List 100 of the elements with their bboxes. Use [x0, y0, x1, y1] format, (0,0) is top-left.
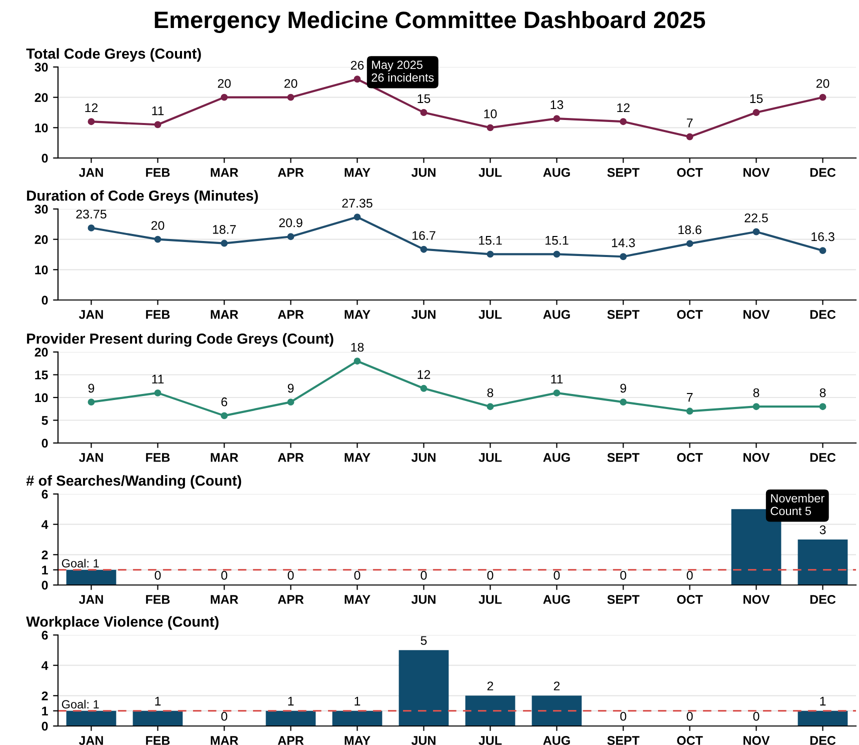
- y-tick-label: 30: [34, 62, 48, 72]
- text: 0: [620, 570, 626, 580]
- data-label: 15: [750, 94, 763, 104]
- x-tick-label: FEB: [146, 736, 170, 745]
- x-tick-label: JUN: [411, 453, 436, 462]
- data-label: 15.1: [546, 236, 568, 245]
- data-label: 8: [753, 388, 760, 398]
- y-tick-label: 4: [42, 520, 48, 529]
- point: [354, 76, 361, 83]
- x-tick-label: OCT: [677, 453, 703, 462]
- x-tick-label: DEC: [810, 736, 836, 745]
- text: 1: [155, 696, 161, 706]
- point: [220, 240, 228, 247]
- data-label: 20: [218, 79, 231, 88]
- x-tick-label: FEB: [146, 453, 170, 462]
- point: [420, 109, 428, 116]
- x-tick-label: SEPT: [607, 168, 640, 177]
- text: 0: [686, 712, 693, 721]
- x-tick-label: JUN: [411, 595, 436, 604]
- text: 0: [420, 570, 427, 580]
- chart-subtitle: Duration of Code Greys (Minutes): [27, 190, 258, 204]
- data-label: 8: [487, 388, 494, 398]
- bar: [798, 710, 848, 726]
- point: [620, 398, 627, 406]
- chart-subtitle: # of Searches/Wanding (Count): [26, 475, 242, 489]
- data-label: 9: [288, 384, 294, 393]
- point: [420, 246, 428, 253]
- x-tick-label: JUN: [411, 310, 436, 319]
- point: [819, 403, 826, 410]
- y-tick-label: 1: [42, 566, 48, 574]
- y-tick-label: 0: [42, 438, 48, 448]
- text: 1: [354, 696, 360, 706]
- x-tick-label: DEC: [810, 453, 836, 462]
- y-tick-label: 0: [42, 296, 48, 305]
- x-tick-label: DEC: [810, 168, 836, 177]
- annotation: May 2025 26 incidents: [372, 60, 434, 82]
- text: 3: [820, 525, 826, 534]
- text: 0: [753, 712, 760, 721]
- text: 2: [554, 682, 560, 690]
- y-tick-label: 20: [34, 93, 48, 102]
- x-tick-label: FEB: [146, 310, 170, 319]
- x-tick-label: DEC: [810, 595, 836, 604]
- data-label: 18: [351, 342, 364, 352]
- data-label: 18.7: [213, 225, 236, 234]
- x-tick-label: JUN: [411, 736, 436, 745]
- data-label: 9: [88, 384, 94, 393]
- x-tick-label: AUG: [543, 736, 570, 745]
- y-tick-label: 5: [42, 416, 48, 425]
- x-tick-label: NOV: [744, 736, 770, 745]
- bar: [798, 540, 848, 585]
- data-label: 20: [151, 221, 164, 230]
- point: [620, 253, 627, 260]
- x-tick-label: SEPT: [607, 310, 640, 319]
- y-tick-label: 2: [42, 550, 48, 560]
- x-tick-label: APR: [278, 736, 304, 745]
- point: [287, 398, 294, 406]
- y-tick-label: 0: [42, 580, 48, 590]
- chart-subtitle: Workplace Violence (Count): [26, 616, 218, 630]
- y-tick-label: 1: [42, 706, 48, 716]
- data-label: 12: [418, 370, 430, 379]
- x-tick-label: MAY: [344, 595, 370, 604]
- x-tick-label: OCT: [677, 310, 703, 319]
- data-label: 8: [820, 388, 826, 398]
- x-tick-label: OCT: [677, 168, 703, 177]
- text: 0: [288, 570, 294, 580]
- point: [220, 94, 228, 101]
- bar: [266, 710, 316, 726]
- x-tick-label: MAR: [210, 595, 238, 604]
- x-tick-label: JAN: [78, 736, 103, 745]
- text: 1: [820, 696, 826, 706]
- point: [686, 408, 694, 415]
- y-tick-label: 10: [35, 123, 48, 132]
- x-tick-label: JAN: [78, 168, 103, 177]
- x-tick-label: JAN: [78, 310, 103, 319]
- data-label: 27.35: [342, 198, 372, 208]
- data-label: 26: [350, 60, 364, 70]
- y-tick-label: 20: [34, 235, 48, 244]
- text: 0: [620, 712, 626, 721]
- bar: [465, 696, 516, 726]
- y-tick-label: 6: [42, 490, 48, 499]
- data-label: 7: [686, 393, 693, 402]
- point: [620, 118, 627, 126]
- point: [553, 389, 560, 396]
- chart-title: Emergency Medicine Committee Dashboard 2025: [154, 10, 706, 34]
- data-label: 16.3: [812, 232, 834, 242]
- x-tick-label: JUL: [478, 453, 502, 462]
- text: 1: [288, 696, 294, 706]
- data-label: 20.9: [279, 218, 302, 228]
- x-tick-label: AUG: [543, 453, 570, 462]
- data-label: 14.3: [612, 238, 635, 248]
- point: [752, 109, 760, 116]
- y-tick-label: 6: [42, 630, 48, 640]
- point: [420, 384, 428, 392]
- data-label: 6: [221, 397, 228, 406]
- data-label: 16.7: [412, 231, 436, 240]
- data-label: 20: [816, 79, 830, 88]
- text: 0: [154, 570, 161, 580]
- bar: [66, 570, 116, 585]
- x-tick-label: JUL: [478, 310, 502, 319]
- data-label: 11: [551, 374, 563, 384]
